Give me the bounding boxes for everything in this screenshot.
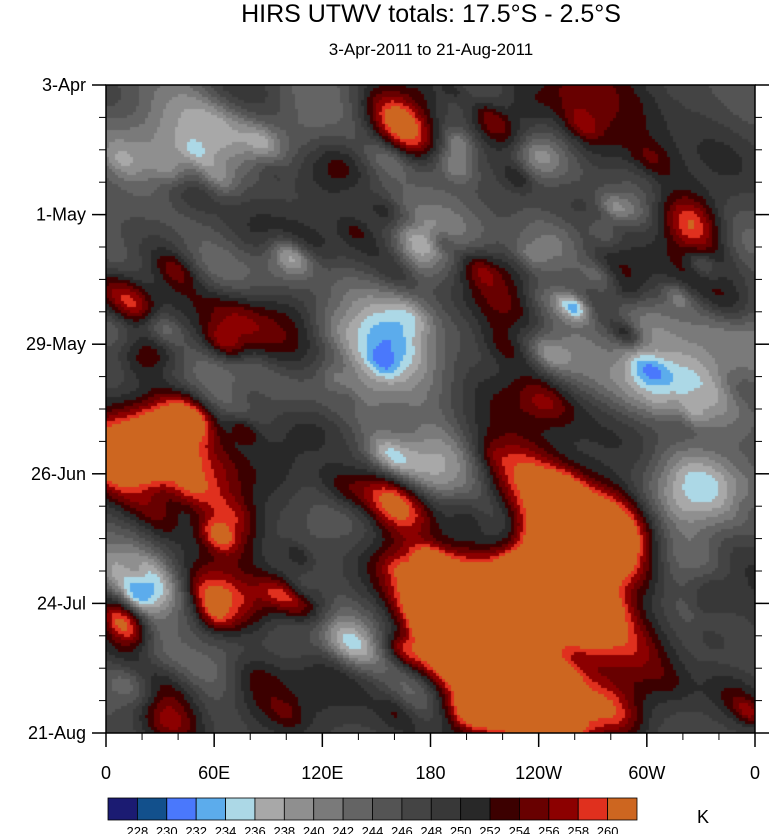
colorbar-label: 242 [332, 824, 354, 834]
colorbar-label: 248 [420, 824, 442, 834]
colorbar-swatch [548, 797, 579, 821]
colorbar-swatch [166, 797, 197, 821]
x-tick-label: 60W [628, 763, 665, 783]
colorbar-swatch [519, 797, 550, 821]
colorbar-swatch [225, 797, 256, 821]
y-tick-label: 3-Apr [42, 75, 86, 95]
x-tick-label: 180 [415, 763, 445, 783]
colorbar-label: 246 [391, 824, 413, 834]
y-tick-label: 26-Jun [31, 464, 86, 484]
colorbar-label: 260 [597, 824, 619, 834]
colorbar-swatch [372, 797, 403, 821]
colorbar-swatch [489, 797, 520, 821]
colorbar-label: 238 [273, 824, 295, 834]
colorbar-label: 234 [215, 824, 237, 834]
hovmoller-field [106, 85, 755, 733]
chart-subtitle: 3-Apr-2011 to 21-Aug-2011 [328, 40, 534, 59]
colorbar-label: 258 [567, 824, 589, 834]
y-tick-label: 24-Jul [37, 593, 86, 613]
colorbar-units: K [697, 807, 709, 827]
colorbar-label: 228 [127, 824, 149, 834]
colorbar-swatch [460, 797, 491, 821]
colorbar-swatch [283, 797, 315, 821]
x-tick-label: 60E [198, 763, 230, 783]
x-tick-label: 0 [101, 763, 111, 783]
colorbar-label: 240 [303, 824, 325, 834]
colorbar-swatch [313, 797, 344, 821]
x-tick-label: 0 [750, 763, 760, 783]
x-tick-label: 120E [301, 763, 343, 783]
chart-title: HIRS UTWV totals: 17.5°S - 2.5°S [241, 0, 621, 28]
colorbar-swatch [577, 797, 609, 821]
x-tick-label: 120W [515, 763, 562, 783]
colorbar-label: 256 [538, 824, 560, 834]
colorbar-label: 232 [185, 824, 207, 834]
colorbar-swatch [107, 797, 138, 821]
colorbar-swatch [607, 797, 638, 821]
colorbar-label: 250 [450, 824, 472, 834]
colorbar-swatch [430, 797, 462, 821]
y-tick-label: 21-Aug [28, 723, 86, 743]
colorbar-label: 254 [509, 824, 531, 834]
plot-frame [105, 84, 756, 734]
colorbar-swatch [401, 797, 432, 821]
colorbar-swatch [195, 797, 226, 821]
colorbar-swatch [254, 797, 285, 821]
colorbar-label: 230 [156, 824, 178, 834]
y-tick-label: 29-May [26, 334, 86, 354]
colorbar-swatch [342, 797, 373, 821]
colorbar-label: 236 [244, 824, 266, 834]
y-tick-label: 1-May [36, 205, 86, 225]
colorbar-label: 252 [479, 824, 501, 834]
colorbar-swatch [136, 797, 168, 821]
colorbar-label: 244 [362, 824, 384, 834]
